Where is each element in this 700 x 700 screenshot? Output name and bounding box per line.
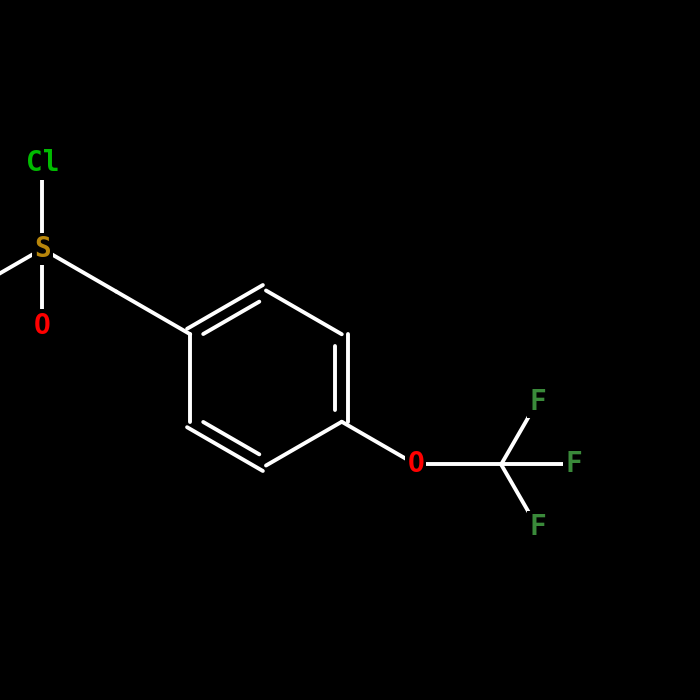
- Text: F: F: [566, 451, 582, 479]
- Text: F: F: [529, 513, 546, 541]
- Text: S: S: [34, 235, 50, 263]
- Text: O: O: [34, 312, 50, 340]
- Text: Cl: Cl: [26, 150, 59, 178]
- Text: F: F: [529, 388, 546, 416]
- Text: O: O: [407, 451, 424, 479]
